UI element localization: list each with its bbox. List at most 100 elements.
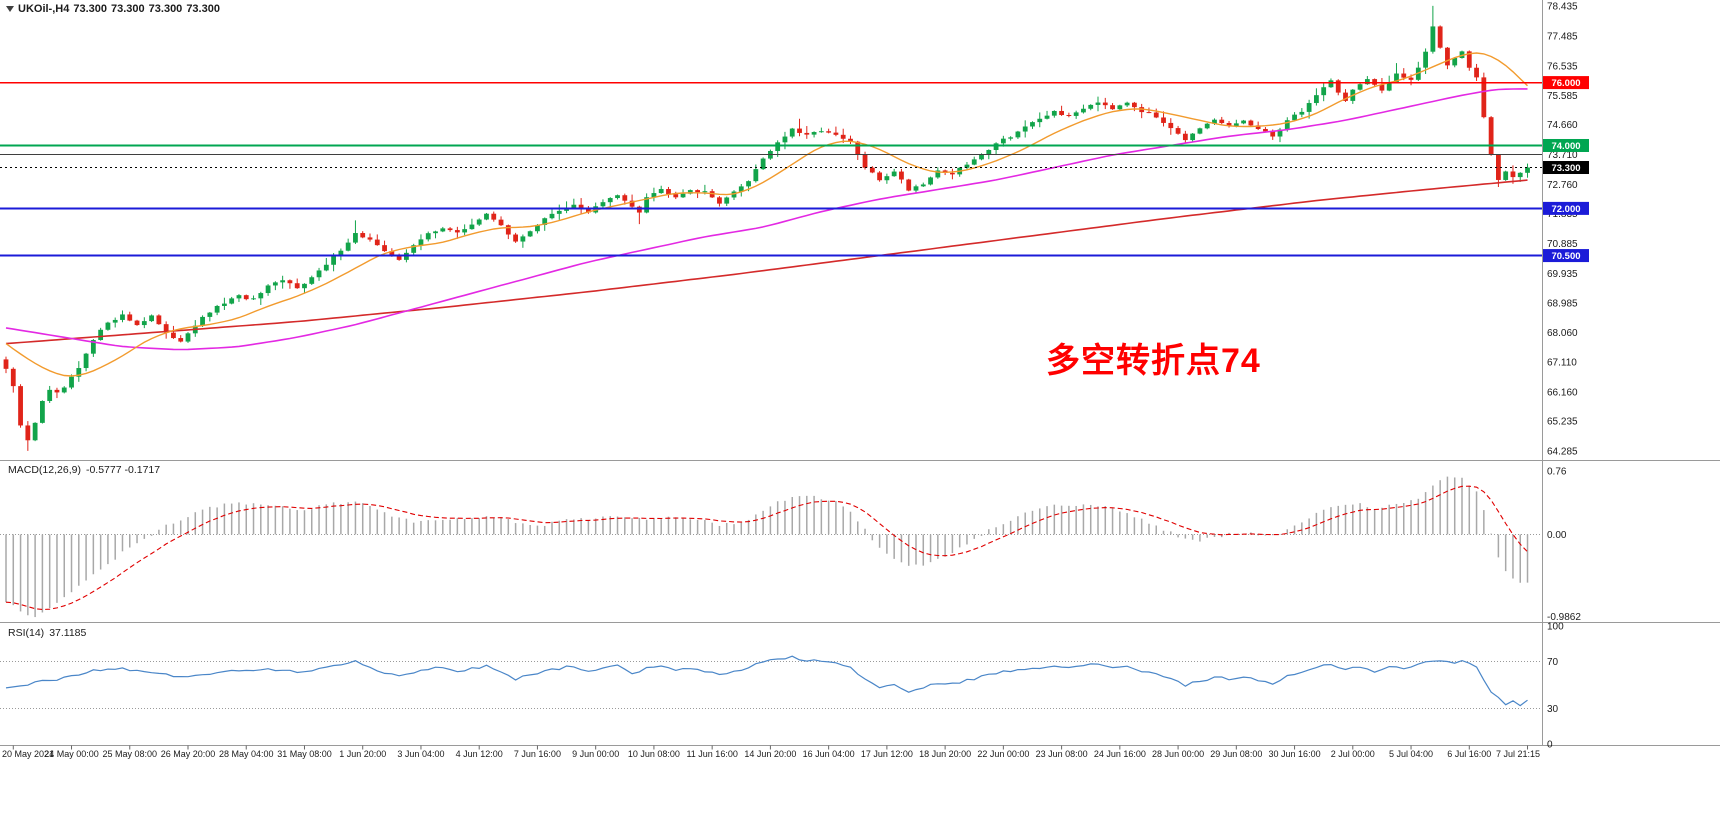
svg-text:3 Jun 04:00: 3 Jun 04:00	[397, 749, 444, 759]
svg-text:74.660: 74.660	[1547, 120, 1578, 131]
candle	[1437, 25, 1443, 49]
candle	[47, 385, 53, 403]
candles	[3, 5, 1530, 451]
candle	[760, 157, 766, 170]
candle	[1299, 108, 1305, 118]
candle	[10, 367, 16, 393]
candle	[513, 232, 518, 243]
candle	[360, 231, 366, 239]
chart-title: UKOil-,H4 73.300 73.300 73.300 73.300	[6, 3, 224, 15]
candle	[411, 243, 417, 257]
candle	[1488, 116, 1494, 156]
candle	[833, 126, 839, 137]
svg-text:66.160: 66.160	[1547, 388, 1578, 399]
candle	[316, 267, 322, 281]
svg-text:25 May 08:00: 25 May 08:00	[102, 749, 157, 759]
candle	[484, 212, 489, 221]
svg-text:72.760: 72.760	[1547, 180, 1578, 191]
candle	[476, 218, 482, 227]
candle	[382, 240, 387, 252]
candle	[367, 233, 373, 242]
svg-text:70: 70	[1547, 657, 1559, 668]
candle	[855, 140, 861, 160]
svg-text:10 Jun 08:00: 10 Jun 08:00	[628, 749, 680, 759]
candle	[600, 199, 606, 209]
svg-text:0.00: 0.00	[1547, 530, 1567, 541]
level-lines	[0, 81, 1542, 257]
candle	[433, 230, 438, 239]
candle	[804, 126, 810, 139]
candle	[25, 421, 31, 451]
candle	[1335, 79, 1341, 96]
candle	[1168, 118, 1174, 135]
candle	[971, 156, 977, 166]
candle	[1343, 89, 1348, 102]
candle	[141, 317, 147, 329]
candle	[782, 131, 788, 150]
candle	[156, 314, 162, 325]
candle	[556, 204, 562, 220]
ohlc-open: 73.300	[73, 3, 107, 15]
candle	[440, 226, 446, 233]
candle	[1008, 136, 1014, 141]
macd-values: -0.5777 -0.1717	[85, 464, 161, 476]
candle	[964, 161, 970, 170]
svg-text:23 Jun 08:00: 23 Jun 08:00	[1036, 749, 1088, 759]
candle	[1248, 119, 1254, 127]
candle	[644, 193, 650, 214]
candle	[40, 400, 45, 424]
svg-text:100: 100	[1547, 622, 1564, 633]
candle	[1110, 103, 1115, 110]
candle	[309, 275, 315, 286]
rsi-value: 37.1185	[49, 627, 87, 639]
candle	[1088, 104, 1094, 111]
candle	[98, 327, 104, 341]
candle	[1386, 75, 1392, 92]
svg-text:4 Jun 12:00: 4 Jun 12:00	[456, 749, 503, 759]
svg-text:24 May 00:00: 24 May 00:00	[44, 749, 99, 759]
candle	[1037, 112, 1043, 128]
svg-text:76.535: 76.535	[1547, 61, 1578, 72]
candle	[1292, 112, 1297, 121]
macd-pane: 0.76 0.00 -0.9862	[0, 467, 1581, 623]
candle	[1197, 127, 1203, 135]
candle	[69, 374, 74, 390]
svg-text:28 May 04:00: 28 May 04:00	[219, 749, 274, 759]
candle	[1102, 97, 1108, 110]
candle	[1066, 112, 1072, 118]
candle	[928, 176, 933, 186]
candle	[622, 193, 628, 205]
svg-text:9 Jun 00:00: 9 Jun 00:00	[572, 749, 619, 759]
candle	[3, 356, 9, 374]
candle	[214, 304, 220, 316]
candle	[1022, 120, 1028, 138]
price-level-badge: 72.000	[1543, 201, 1589, 215]
svg-text:17 Jun 12:00: 17 Jun 12:00	[861, 749, 913, 759]
candle	[251, 295, 256, 301]
macd-signal-line	[5, 485, 1528, 611]
svg-text:73.300: 73.300	[1551, 163, 1580, 174]
candle	[738, 184, 744, 197]
price-level-badge: 76.000	[1543, 76, 1589, 90]
candle	[134, 319, 140, 326]
candle	[651, 187, 657, 202]
medium-ma	[5, 88, 1528, 351]
candle	[884, 173, 890, 184]
svg-text:14 Jun 20:00: 14 Jun 20:00	[744, 749, 796, 759]
svg-text:70.885: 70.885	[1547, 239, 1578, 250]
candle	[258, 291, 264, 305]
candle	[520, 234, 526, 248]
svg-text:67.110: 67.110	[1547, 358, 1577, 369]
candle	[571, 198, 577, 209]
price-level-badge: 74.000	[1543, 138, 1589, 152]
candle	[993, 142, 999, 156]
candle	[789, 127, 795, 139]
candle	[920, 182, 926, 187]
current-price-badge: 73.300	[1543, 161, 1589, 175]
candle	[462, 224, 468, 236]
candle	[229, 296, 235, 305]
candle	[906, 178, 912, 192]
ohlc-close: 73.300	[186, 3, 220, 15]
